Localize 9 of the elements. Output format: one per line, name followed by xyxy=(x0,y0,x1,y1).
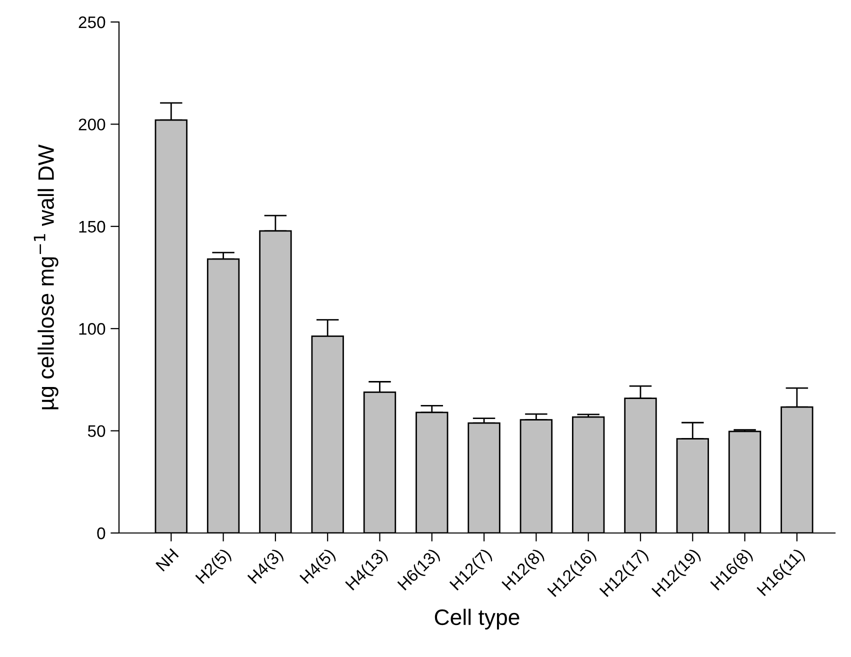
y-tick-label: 250 xyxy=(78,16,106,28)
y-tick-label: 200 xyxy=(78,118,106,130)
y-tick-label: 50 xyxy=(88,425,106,438)
y-tick-label: 0 xyxy=(97,527,106,540)
y-tick-label: 150 xyxy=(79,220,106,233)
y-axis-title: µg cellulose mg$^{−1}$ wall DW xyxy=(34,144,58,410)
y-tick-label: 100 xyxy=(79,323,106,335)
x-axis-title: Cell type xyxy=(434,608,520,630)
x-tick-label: NH xyxy=(156,548,179,572)
